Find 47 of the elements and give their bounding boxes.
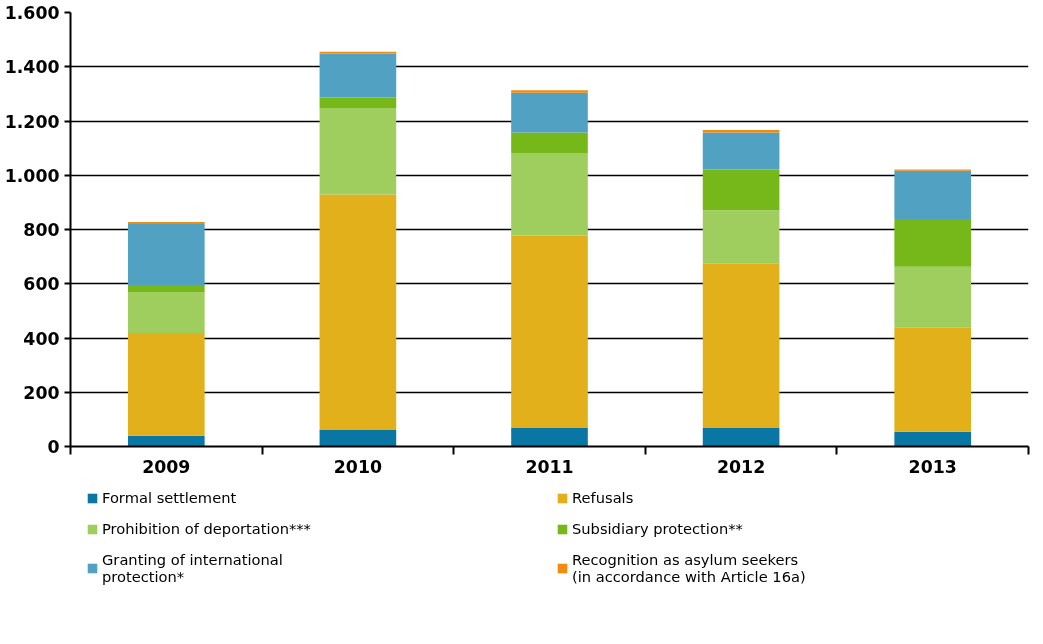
bar: [511, 235, 588, 429]
y-tick-label: 0: [47, 437, 60, 457]
legend-label: Subsidiary protection**: [572, 520, 744, 537]
bar: [894, 327, 972, 432]
bar: [894, 218, 972, 267]
x-tick-label: 2010: [333, 456, 383, 477]
bar: [702, 132, 780, 170]
bar: [319, 107, 397, 195]
bar: [127, 285, 205, 293]
legend-label: Formal settlement: [102, 489, 238, 506]
x-tick-label: 2013: [908, 456, 957, 477]
y-tick-label: 600: [23, 274, 60, 295]
bar: [702, 210, 780, 264]
bar: [511, 153, 588, 236]
bar: [127, 435, 205, 447]
x-tick-label: 2009: [142, 456, 191, 477]
bar: [702, 169, 780, 211]
bar: [319, 429, 397, 447]
bar: [127, 221, 205, 225]
bar: [319, 194, 397, 430]
y-tick-label: 1.200: [4, 111, 60, 132]
bar: [511, 92, 588, 133]
legend-label: Prohibition of deportation***: [102, 520, 312, 537]
y-tick-label: 400: [23, 328, 60, 349]
bar: [319, 97, 397, 108]
bar: [511, 132, 588, 154]
x-tick-label: 2011: [525, 456, 574, 477]
y-tick-label: 200: [23, 382, 60, 403]
bar: [894, 266, 972, 328]
bar: [702, 428, 780, 447]
bar: [319, 53, 397, 98]
bar: [894, 431, 972, 447]
bar: [127, 292, 205, 334]
y-tick-label: 1.000: [4, 165, 60, 186]
bar: [511, 90, 588, 93]
y-tick-label: 1.400: [4, 57, 60, 78]
y-tick-label: 800: [23, 220, 60, 240]
y-tick-label: 1.600: [4, 3, 60, 23]
bar: [702, 263, 780, 429]
bar: [511, 428, 588, 447]
legend-label: Refusals: [572, 489, 635, 506]
bar: [894, 170, 972, 219]
legend-label: Granting of international protection*: [102, 551, 284, 585]
bar: [127, 224, 205, 286]
legend-label: Recognition as asylum seekers (in accordance with Article 16a): [572, 551, 807, 585]
x-tick-label: 2012: [716, 456, 766, 477]
bar: [127, 333, 205, 436]
